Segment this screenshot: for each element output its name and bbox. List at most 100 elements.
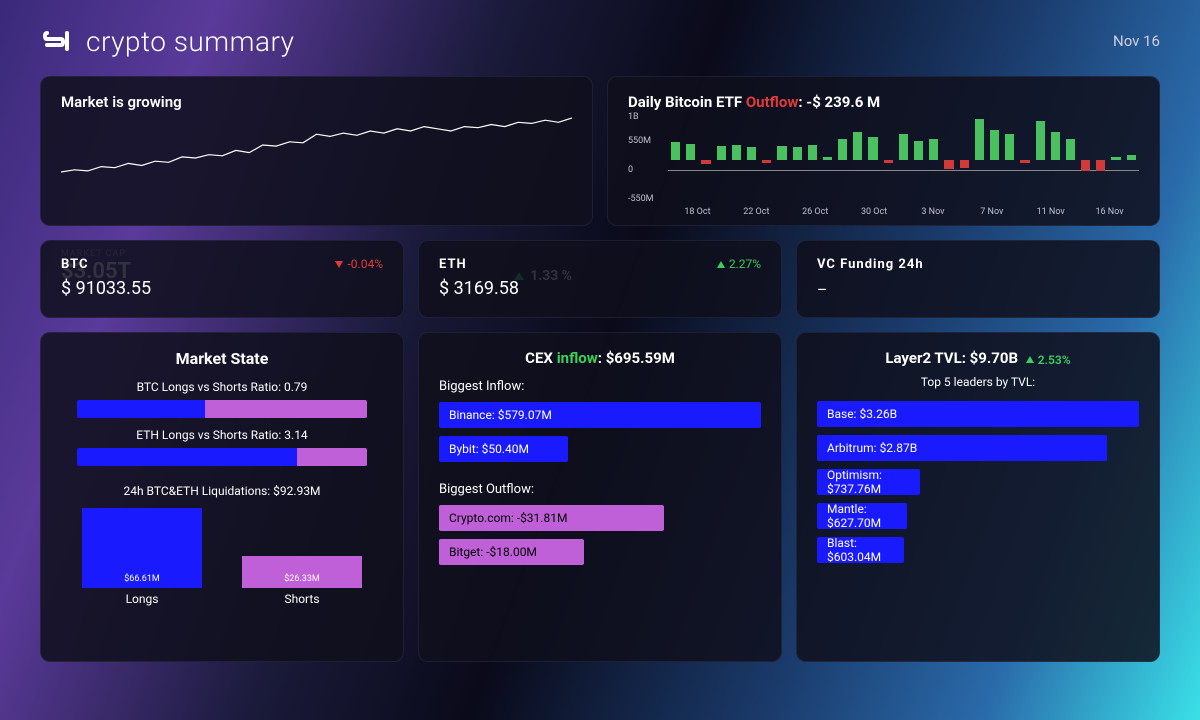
- etf-y-label: 0: [628, 165, 633, 175]
- layer2-title: Layer2 TVL: $9.70B 2.53%: [817, 349, 1139, 367]
- etf-title: Daily Bitcoin ETF Outflow: -$ 239.6 M: [628, 93, 1139, 111]
- etf-title-value: : -$ 239.6 M: [798, 93, 880, 111]
- cex-card: CEX inflow: $695.59M Biggest Inflow: Bin…: [418, 332, 782, 662]
- etf-bar: [1018, 117, 1031, 199]
- etf-bar: [1049, 117, 1062, 199]
- etf-x-label: 30 Oct: [845, 207, 904, 217]
- etf-bar: [851, 117, 864, 199]
- liq-longs-value: $66.61M: [124, 574, 160, 584]
- etf-bar-fill: [1020, 160, 1029, 163]
- etf-card: Daily Bitcoin ETF Outflow: -$ 239.6 M 1B…: [607, 76, 1160, 226]
- layer2-bar: Arbitrum: $2.87B: [817, 435, 1107, 461]
- etf-bar-fill: [975, 119, 984, 160]
- etf-bar: [927, 117, 940, 199]
- layer2-bar: Mantle: $627.70M: [817, 503, 907, 529]
- cex-inflows-list: Binance: $579.07MBybit: $50.40M: [439, 402, 761, 462]
- cex-title-highlight: inflow: [557, 349, 598, 367]
- layer2-change-pct: 2.53%: [1038, 353, 1071, 367]
- header-date: Nov 16: [1113, 32, 1160, 50]
- market-state-title: Market State: [61, 349, 383, 368]
- cex-title-value: : $695.59M: [598, 349, 675, 367]
- cex-bar: Crypto.com: -$31.81M: [439, 505, 664, 531]
- eth-card: ETH 2.27% $ 3169.58: [418, 240, 782, 318]
- layer2-bar: Base: $3.26B: [817, 401, 1139, 427]
- brand-name: crypto summary: [86, 25, 294, 58]
- vc-value: –: [817, 280, 1139, 299]
- cex-outflow-label: Biggest Outflow:: [439, 482, 761, 497]
- layer2-title-text: Layer2 TVL: $9.70B: [885, 349, 1018, 367]
- market-growing-card: Market is growing MARKET CAP $3.05T 1.33…: [40, 76, 593, 226]
- eth-change: 2.27%: [717, 257, 761, 271]
- liq-shorts-label: Shorts: [284, 592, 319, 606]
- etf-bar-fill: [732, 145, 741, 160]
- etf-bar-fill: [1127, 155, 1136, 160]
- cex-inflow-label: Biggest Inflow:: [439, 379, 761, 394]
- btc-symbol: BTC: [61, 257, 89, 272]
- etf-title-prefix: Daily Bitcoin ETF: [628, 93, 746, 111]
- eth-ratio-short: [297, 448, 367, 466]
- etf-bar-fill: [1111, 157, 1120, 160]
- etf-x-label: 7 Nov: [962, 207, 1021, 217]
- etf-bar: [806, 117, 819, 199]
- etf-bar-fill: [747, 147, 756, 160]
- etf-x-label: 11 Nov: [1021, 207, 1080, 217]
- etf-x-label: 3 Nov: [904, 207, 963, 217]
- liq-shorts-bar: $26.33M: [242, 556, 362, 588]
- etf-bar-fill: [793, 147, 802, 160]
- cex-title-prefix: CEX: [525, 349, 557, 367]
- etf-bar: [775, 117, 788, 199]
- etf-bar: [912, 117, 925, 199]
- etf-bar-fill: [686, 144, 695, 160]
- etf-bar: [942, 117, 955, 199]
- etf-bar-fill: [808, 145, 817, 160]
- etf-x-label: 16 Nov: [1080, 207, 1139, 217]
- liq-shorts-value: $26.33M: [284, 574, 320, 584]
- cex-title: CEX inflow: $695.59M: [439, 349, 761, 367]
- btc-card: BTC -0.04% $ 91033.55: [40, 240, 404, 318]
- vc-card: VC Funding 24h –: [796, 240, 1160, 318]
- eth-ratio-label: ETH Longs vs Shorts Ratio: 3.14: [61, 428, 383, 442]
- etf-bar: [973, 117, 986, 199]
- cex-bar: Bitget: -$18.00M: [439, 539, 584, 565]
- etf-y-label: 1B: [628, 112, 639, 122]
- etf-bars: [668, 117, 1139, 199]
- cex-outflows-list: Crypto.com: -$31.81M Bitget: -$18.00M: [439, 505, 761, 565]
- etf-bar-fill: [823, 157, 832, 160]
- etf-bar-fill: [701, 160, 710, 163]
- etf-bar: [988, 117, 1001, 199]
- etf-bar: [866, 117, 879, 199]
- brand: crypto summary: [40, 24, 294, 58]
- etf-bar-fill: [929, 139, 938, 161]
- vc-label: VC Funding 24h: [817, 257, 1139, 272]
- etf-bar: [760, 117, 773, 199]
- etf-title-highlight: Outflow: [746, 93, 799, 111]
- etf-bar: [821, 117, 834, 199]
- market-growing-title: Market is growing: [61, 93, 572, 111]
- etf-y-label: -550M: [628, 194, 654, 204]
- etf-y-label: 550M: [628, 136, 651, 146]
- eth-change-pct: 2.27%: [729, 257, 761, 271]
- btc-ratio-label: BTC Longs vs Shorts Ratio: 0.79: [61, 380, 383, 394]
- etf-bar-fill: [1051, 132, 1060, 160]
- market-state-card: Market State BTC Longs vs Shorts Ratio: …: [40, 332, 404, 662]
- layer2-bar: Blast: $603.04M: [817, 537, 904, 563]
- etf-bar-fill: [899, 134, 908, 160]
- etf-chart: 1B550M0-550M18 Oct22 Oct26 Oct30 Oct3 No…: [628, 117, 1139, 217]
- etf-x-labels: 18 Oct22 Oct26 Oct30 Oct3 Nov7 Nov11 Nov…: [668, 207, 1139, 217]
- etf-bar-fill: [914, 141, 923, 161]
- etf-bar-fill: [1081, 160, 1090, 171]
- btc-ratio-bar: [77, 400, 367, 418]
- btc-change-pct: -0.04%: [347, 257, 383, 271]
- etf-bar: [958, 117, 971, 199]
- etf-bar-fill: [944, 160, 953, 169]
- etf-bar-fill: [1096, 160, 1105, 170]
- etf-bar: [684, 117, 697, 199]
- etf-bar: [1079, 117, 1092, 199]
- etf-bar-fill: [838, 139, 847, 161]
- eth-price: $ 3169.58: [439, 278, 761, 299]
- btc-price: $ 91033.55: [61, 278, 383, 299]
- etf-bar-fill: [990, 130, 999, 160]
- etf-bar-fill: [671, 142, 680, 160]
- etf-bar: [669, 117, 682, 199]
- btc-ratio-long: [77, 400, 205, 418]
